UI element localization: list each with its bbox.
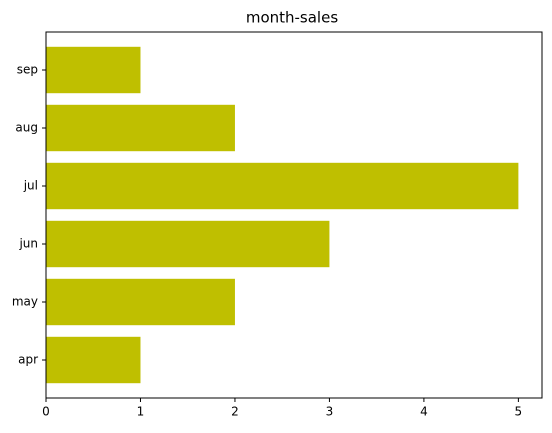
bar [46,220,330,268]
chart-title: month-sales [246,9,338,27]
y-tick-label: jul [23,179,38,193]
x-tick-label: 1 [137,405,145,419]
x-tick-label: 0 [42,405,50,419]
y-tick-label: jun [18,237,38,251]
bar [46,104,235,152]
x-tick-label: 4 [420,405,428,419]
bar [46,162,519,210]
bar [46,336,141,384]
y-tick-label: apr [18,353,38,367]
x-tick-label: 3 [326,405,334,419]
x-tick-label: 2 [231,405,239,419]
plot-frame [45,31,543,399]
bar [46,278,235,326]
y-tick-label: may [12,295,38,309]
x-tick-label: 5 [515,405,523,419]
y-tick-label: aug [15,121,38,135]
y-tick-label: sep [17,63,38,77]
bar [46,46,141,94]
